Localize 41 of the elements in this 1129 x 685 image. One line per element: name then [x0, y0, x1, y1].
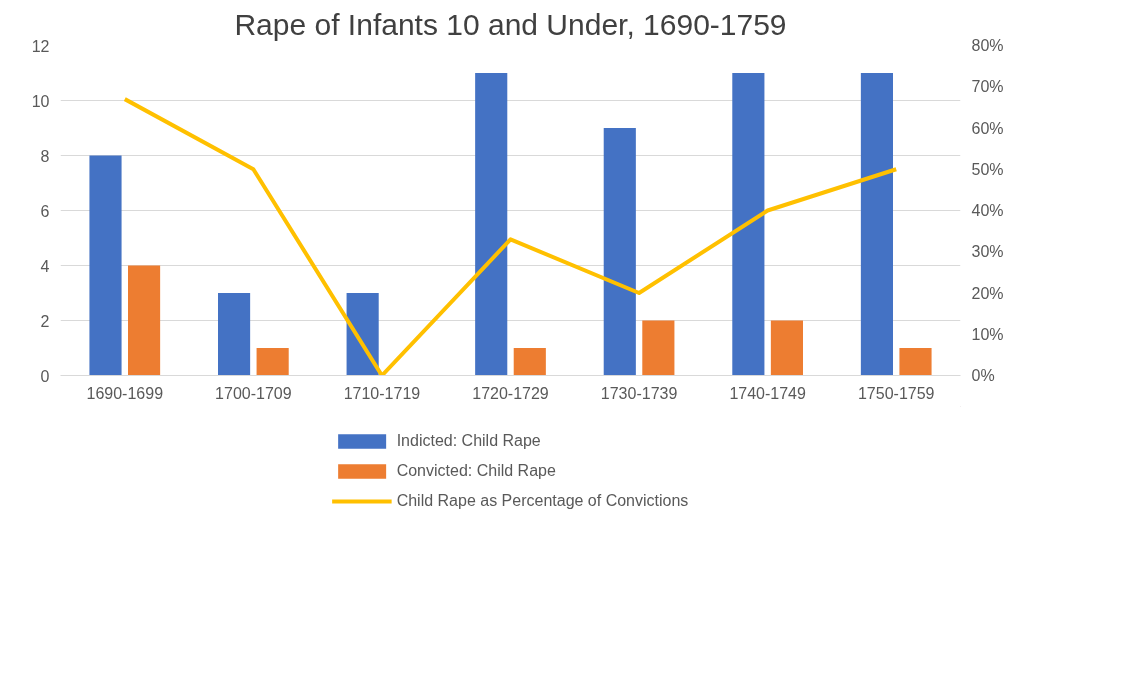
x-tick-label: 1730-1739	[600, 384, 678, 402]
bar	[899, 348, 932, 376]
y2-tick-label: 60%	[971, 119, 1004, 137]
bar	[770, 320, 803, 376]
bar	[256, 348, 289, 376]
y2-tick-label: 20%	[971, 284, 1004, 302]
y2-tick-label: 80%	[971, 37, 1004, 54]
x-tick-label: 1700-1709	[215, 384, 292, 402]
bar	[128, 265, 161, 376]
y2-tick-label: 30%	[971, 243, 1004, 261]
y2-tick-label: 40%	[971, 202, 1004, 219]
bar	[218, 293, 251, 376]
chart-title: Rape of Infants 10 and Under, 1690-1759	[234, 7, 787, 41]
legend-label: Child Rape as Percentage of Convictions	[396, 492, 689, 510]
bar	[513, 348, 546, 376]
x-tick-label: 1690-1699	[86, 384, 164, 402]
bar	[89, 155, 122, 376]
y-tick-label: 2	[40, 312, 50, 330]
y2-tick-label: 50%	[971, 160, 1004, 178]
line-series	[122, 97, 899, 376]
y2-tick-label: 70%	[971, 78, 1004, 96]
x-tick-label: 1750-1759	[857, 384, 935, 402]
bar	[860, 73, 893, 376]
y2-tick-label: 0%	[971, 367, 995, 384]
y-tick-label: 4	[40, 257, 50, 275]
x-tick-label: 1740-1749	[729, 384, 806, 402]
x-tick-label: 1720-1729	[472, 384, 549, 402]
bar	[732, 73, 765, 376]
bar	[603, 128, 636, 376]
bar	[642, 320, 675, 376]
bar	[346, 293, 379, 376]
y2-tick-label: 10%	[971, 325, 1004, 343]
legend-label: Convicted: Child Rape	[396, 462, 556, 480]
y-tick-label: 0	[40, 367, 50, 385]
y-tick-label: 6	[40, 202, 50, 220]
bar	[475, 73, 508, 376]
legend-label: Indicted: Child Rape	[396, 432, 541, 450]
y-tick-label: 12	[31, 37, 50, 55]
y-tick-label: 8	[40, 147, 50, 165]
x-tick-label: 1710-1719	[343, 384, 421, 402]
y-tick-label: 10	[31, 92, 50, 110]
